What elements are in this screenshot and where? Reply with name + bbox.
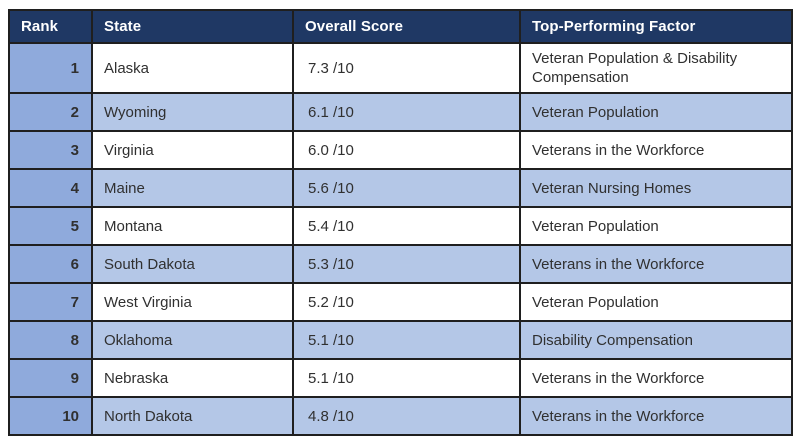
table-row: 3 Virginia 6.0 /10 Veterans in the Workf… bbox=[8, 130, 793, 170]
state-cell: Wyoming bbox=[91, 92, 294, 132]
score-cell: 6.0 /10 bbox=[292, 130, 521, 170]
header-rank: Rank bbox=[8, 9, 93, 44]
table-header: Rank State Overall Score Top-Performing … bbox=[8, 9, 793, 44]
score-cell: 7.3 /10 bbox=[292, 42, 521, 94]
score-cell: 5.4 /10 bbox=[292, 206, 521, 246]
table-row: 10 North Dakota 4.8 /10 Veterans in the … bbox=[8, 396, 793, 436]
factor-cell: Veteran Population bbox=[519, 92, 793, 132]
header-factor: Top-Performing Factor bbox=[519, 9, 793, 44]
factor-cell: Veteran Nursing Homes bbox=[519, 168, 793, 208]
rank-cell: 6 bbox=[8, 244, 93, 284]
rank-cell: 1 bbox=[8, 42, 93, 94]
rank-cell: 2 bbox=[8, 92, 93, 132]
state-cell: Montana bbox=[91, 206, 294, 246]
state-cell: Maine bbox=[91, 168, 294, 208]
rank-cell: 4 bbox=[8, 168, 93, 208]
score-cell: 6.1 /10 bbox=[292, 92, 521, 132]
state-cell: North Dakota bbox=[91, 396, 294, 436]
score-cell: 5.2 /10 bbox=[292, 282, 521, 322]
factor-cell: Disability Compensation bbox=[519, 320, 793, 360]
state-cell: Oklahoma bbox=[91, 320, 294, 360]
state-cell: Virginia bbox=[91, 130, 294, 170]
rank-cell: 3 bbox=[8, 130, 93, 170]
rank-cell: 9 bbox=[8, 358, 93, 398]
rank-cell: 5 bbox=[8, 206, 93, 246]
header-state: State bbox=[91, 9, 294, 44]
factor-cell: Veteran Population bbox=[519, 282, 793, 322]
factor-cell: Veteran Population bbox=[519, 206, 793, 246]
table-row: 1 Alaska 7.3 /10 Veteran Population & Di… bbox=[8, 42, 793, 94]
table-row: 7 West Virginia 5.2 /10 Veteran Populati… bbox=[8, 282, 793, 322]
state-cell: South Dakota bbox=[91, 244, 294, 284]
rank-cell: 10 bbox=[8, 396, 93, 436]
score-cell: 5.3 /10 bbox=[292, 244, 521, 284]
score-cell: 5.1 /10 bbox=[292, 320, 521, 360]
state-cell: Nebraska bbox=[91, 358, 294, 398]
score-cell: 5.1 /10 bbox=[292, 358, 521, 398]
factor-cell: Veterans in the Workforce bbox=[519, 244, 793, 284]
header-row: Rank State Overall Score Top-Performing … bbox=[8, 9, 793, 44]
state-cell: West Virginia bbox=[91, 282, 294, 322]
state-cell: Alaska bbox=[91, 42, 294, 94]
table-row: 5 Montana 5.4 /10 Veteran Population bbox=[8, 206, 793, 246]
table-row: 4 Maine 5.6 /10 Veteran Nursing Homes bbox=[8, 168, 793, 208]
table-row: 9 Nebraska 5.1 /10 Veterans in the Workf… bbox=[8, 358, 793, 398]
factor-cell: Veterans in the Workforce bbox=[519, 130, 793, 170]
score-cell: 4.8 /10 bbox=[292, 396, 521, 436]
table-body: 1 Alaska 7.3 /10 Veteran Population & Di… bbox=[8, 42, 793, 436]
factor-cell: Veterans in the Workforce bbox=[519, 396, 793, 436]
rank-cell: 8 bbox=[8, 320, 93, 360]
table-row: 2 Wyoming 6.1 /10 Veteran Population bbox=[8, 92, 793, 132]
table-row: 8 Oklahoma 5.1 /10 Disability Compensati… bbox=[8, 320, 793, 360]
factor-cell: Veteran Population & Disability Compensa… bbox=[519, 42, 793, 94]
factor-cell: Veterans in the Workforce bbox=[519, 358, 793, 398]
state-ranking-table: Rank State Overall Score Top-Performing … bbox=[8, 9, 793, 436]
table-row: 6 South Dakota 5.3 /10 Veterans in the W… bbox=[8, 244, 793, 284]
score-cell: 5.6 /10 bbox=[292, 168, 521, 208]
rank-cell: 7 bbox=[8, 282, 93, 322]
header-score: Overall Score bbox=[292, 9, 521, 44]
